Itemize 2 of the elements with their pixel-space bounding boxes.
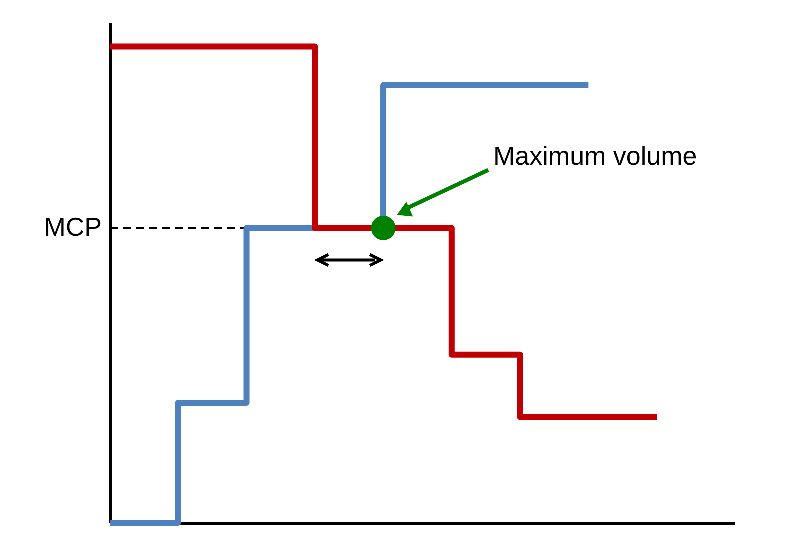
annotation: Maximum volume xyxy=(494,141,698,172)
ref-line-label: MCP xyxy=(44,212,102,242)
